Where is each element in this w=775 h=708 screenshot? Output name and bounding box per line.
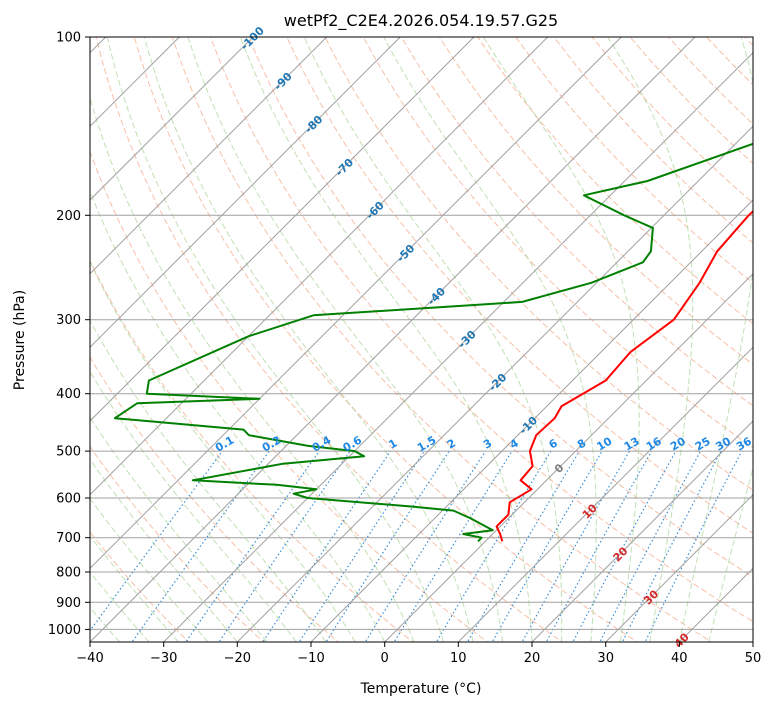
- y-tick-label: 700: [56, 531, 81, 546]
- moist-adiabat: [143, 37, 474, 642]
- dry-adiabat: [362, 37, 753, 449]
- y-tick-label: 900: [56, 596, 81, 611]
- dry-adiabat: [324, 37, 753, 491]
- mixing-ratio-line: [393, 450, 513, 642]
- moist-adiabat: [106, 37, 445, 642]
- moist-adiabat: [90, 260, 356, 642]
- moist-adiabat: [383, 37, 597, 642]
- isotherm: [457, 346, 753, 642]
- isotherm: [90, 37, 696, 642]
- mixing-ratio-line: [262, 450, 392, 642]
- y-tick-label: 600: [56, 492, 81, 507]
- dry-adiabat: [210, 37, 753, 623]
- series-lines: [113, 142, 753, 543]
- x-tick-label: −10: [297, 651, 324, 666]
- isotherm: [90, 37, 401, 349]
- mixing-ratio-line: [599, 450, 702, 642]
- isotherm: [384, 272, 753, 642]
- temperature-line: [495, 209, 753, 542]
- mixing-ratio-line: [218, 450, 351, 642]
- moist-adiabat: [90, 458, 238, 642]
- x-tick-label: 30: [597, 651, 614, 666]
- moist-adiabat: [678, 37, 753, 642]
- mixing-ratio-line: [621, 450, 722, 642]
- mixing-ratio-line: [572, 450, 677, 642]
- isotherm: [90, 37, 254, 201]
- y-tick-label: 100: [56, 31, 81, 46]
- isotherm: [90, 37, 549, 496]
- moist-adiabat: [303, 37, 563, 642]
- isotherm: [90, 37, 328, 275]
- y-tick-label: 800: [56, 566, 81, 581]
- x-tick-label: −30: [150, 651, 177, 666]
- mixing-ratio-line: [90, 450, 223, 632]
- chart-title: wetPf2_C2E4.2026.054.19.57.G25: [284, 11, 558, 31]
- x-tick-label: 40: [671, 651, 688, 666]
- dry-adiabat: [400, 37, 753, 407]
- moist-adiabat: [90, 96, 415, 642]
- plot-frame: [89, 36, 754, 643]
- moist-adiabat: [187, 37, 503, 642]
- moist-adiabat: [90, 189, 386, 642]
- dewpoint-line: [113, 142, 753, 543]
- mixing-ratio-line: [131, 450, 270, 642]
- x-tick-label: 50: [745, 651, 762, 666]
- y-tick-label: 200: [56, 209, 81, 224]
- dry-adiabat: [95, 37, 564, 642]
- mixing-ratio-line: [466, 450, 580, 642]
- x-tick-label: 0: [381, 651, 389, 666]
- moist-adiabat: [482, 37, 640, 642]
- y-axis-label: Pressure (hPa): [12, 290, 28, 390]
- mixing-ratio-line: [298, 450, 425, 642]
- moist-adiabat: [90, 416, 268, 642]
- isotherm: [310, 199, 753, 642]
- isotherm: [531, 420, 753, 642]
- y-tick-label: 1000: [48, 623, 81, 638]
- moist-adiabat: [239, 37, 533, 642]
- isotherm: [163, 51, 753, 642]
- x-tick-label: −20: [224, 651, 251, 666]
- y-tick-label: 500: [56, 445, 81, 460]
- dry-adiabat: [90, 445, 265, 642]
- axes: −40 −30 −20 −10 0 10 20 30 40 50 100 200 300 400 500 60…: [48, 31, 761, 667]
- mixing-ratio-line: [185, 450, 320, 642]
- dry-adiabat: [477, 37, 753, 325]
- mixing-ratio-line: [325, 450, 450, 642]
- moist-adiabat: [90, 535, 179, 642]
- x-tick-label: −40: [76, 651, 103, 666]
- moist-adiabat: [607, 37, 694, 642]
- isotherm: [236, 125, 753, 642]
- x-tick-label: 10: [450, 651, 467, 666]
- moist-adiabat: [90, 497, 209, 642]
- isotherm: [90, 37, 475, 422]
- x-axis-label: Temperature (°C): [360, 681, 482, 697]
- y-tick-label: 300: [56, 313, 81, 328]
- moist-adiabat: [90, 571, 150, 642]
- isotherm: [90, 37, 622, 570]
- y-tick-label: 400: [56, 387, 81, 402]
- x-tick-label: 20: [524, 651, 541, 666]
- isotherm: [605, 493, 753, 642]
- dry-adiabat: [248, 37, 753, 578]
